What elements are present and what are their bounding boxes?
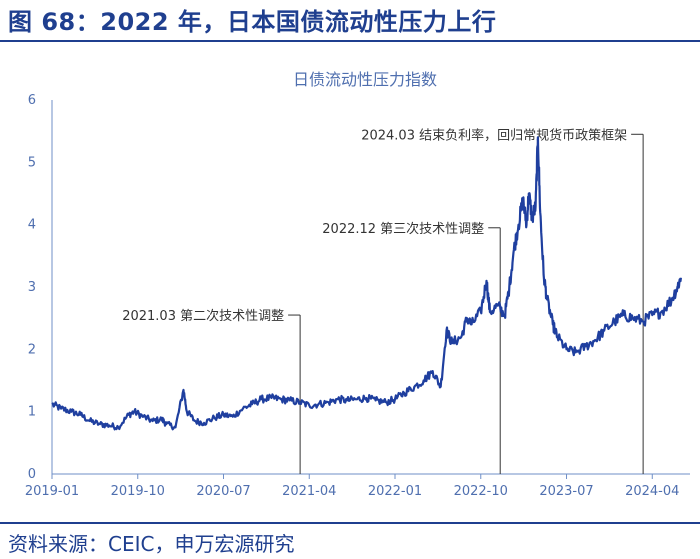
source-rule [0,522,700,524]
annotation-label: 2021.03 第二次技术性调整 [122,308,284,324]
x-tick-label: 2020-07 [196,484,250,499]
annotation-label: 2022.12 第三次技术性调整 [322,221,484,237]
y-tick-label: 0 [28,467,36,482]
x-tick-group: 2019-01 2019-10 2020-07 2021-04 2022-01 2022-… [25,474,679,499]
title-rule [0,40,700,42]
x-tick-label: 2021-04 [282,484,336,499]
x-tick-label: 2024-04 [625,484,679,499]
x-tick-label: 2019-10 [111,484,165,499]
chart-title: 日债流动性压力指数 [293,70,437,89]
source-note: 资料来源：CEIC，申万宏源研究 [8,532,295,556]
y-tick-label: 3 [28,280,36,295]
annotation-label: 2024.03 结束负利率，回归常规货币政策框架 [361,127,627,143]
annotation-group: 2021.03 第二次技术性调整 2022.12 第三次技术性调整 2024.03 … [122,127,644,474]
x-tick-label: 2023-07 [539,484,593,499]
y-tick-label: 1 [28,405,36,420]
figure-title: 图 68：2022 年，日本国债流动性压力上行 [8,8,497,36]
x-tick-label: 2019-01 [25,484,79,499]
y-tick-group: 0 1 2 3 4 5 6 [28,93,36,482]
x-tick-label: 2022-01 [368,484,422,499]
series-line [51,136,682,431]
y-tick-label: 6 [28,93,36,108]
y-tick-label: 2 [28,342,36,357]
y-tick-label: 5 [28,155,36,170]
y-tick-label: 4 [28,218,36,233]
x-tick-label: 2022-10 [454,484,508,499]
